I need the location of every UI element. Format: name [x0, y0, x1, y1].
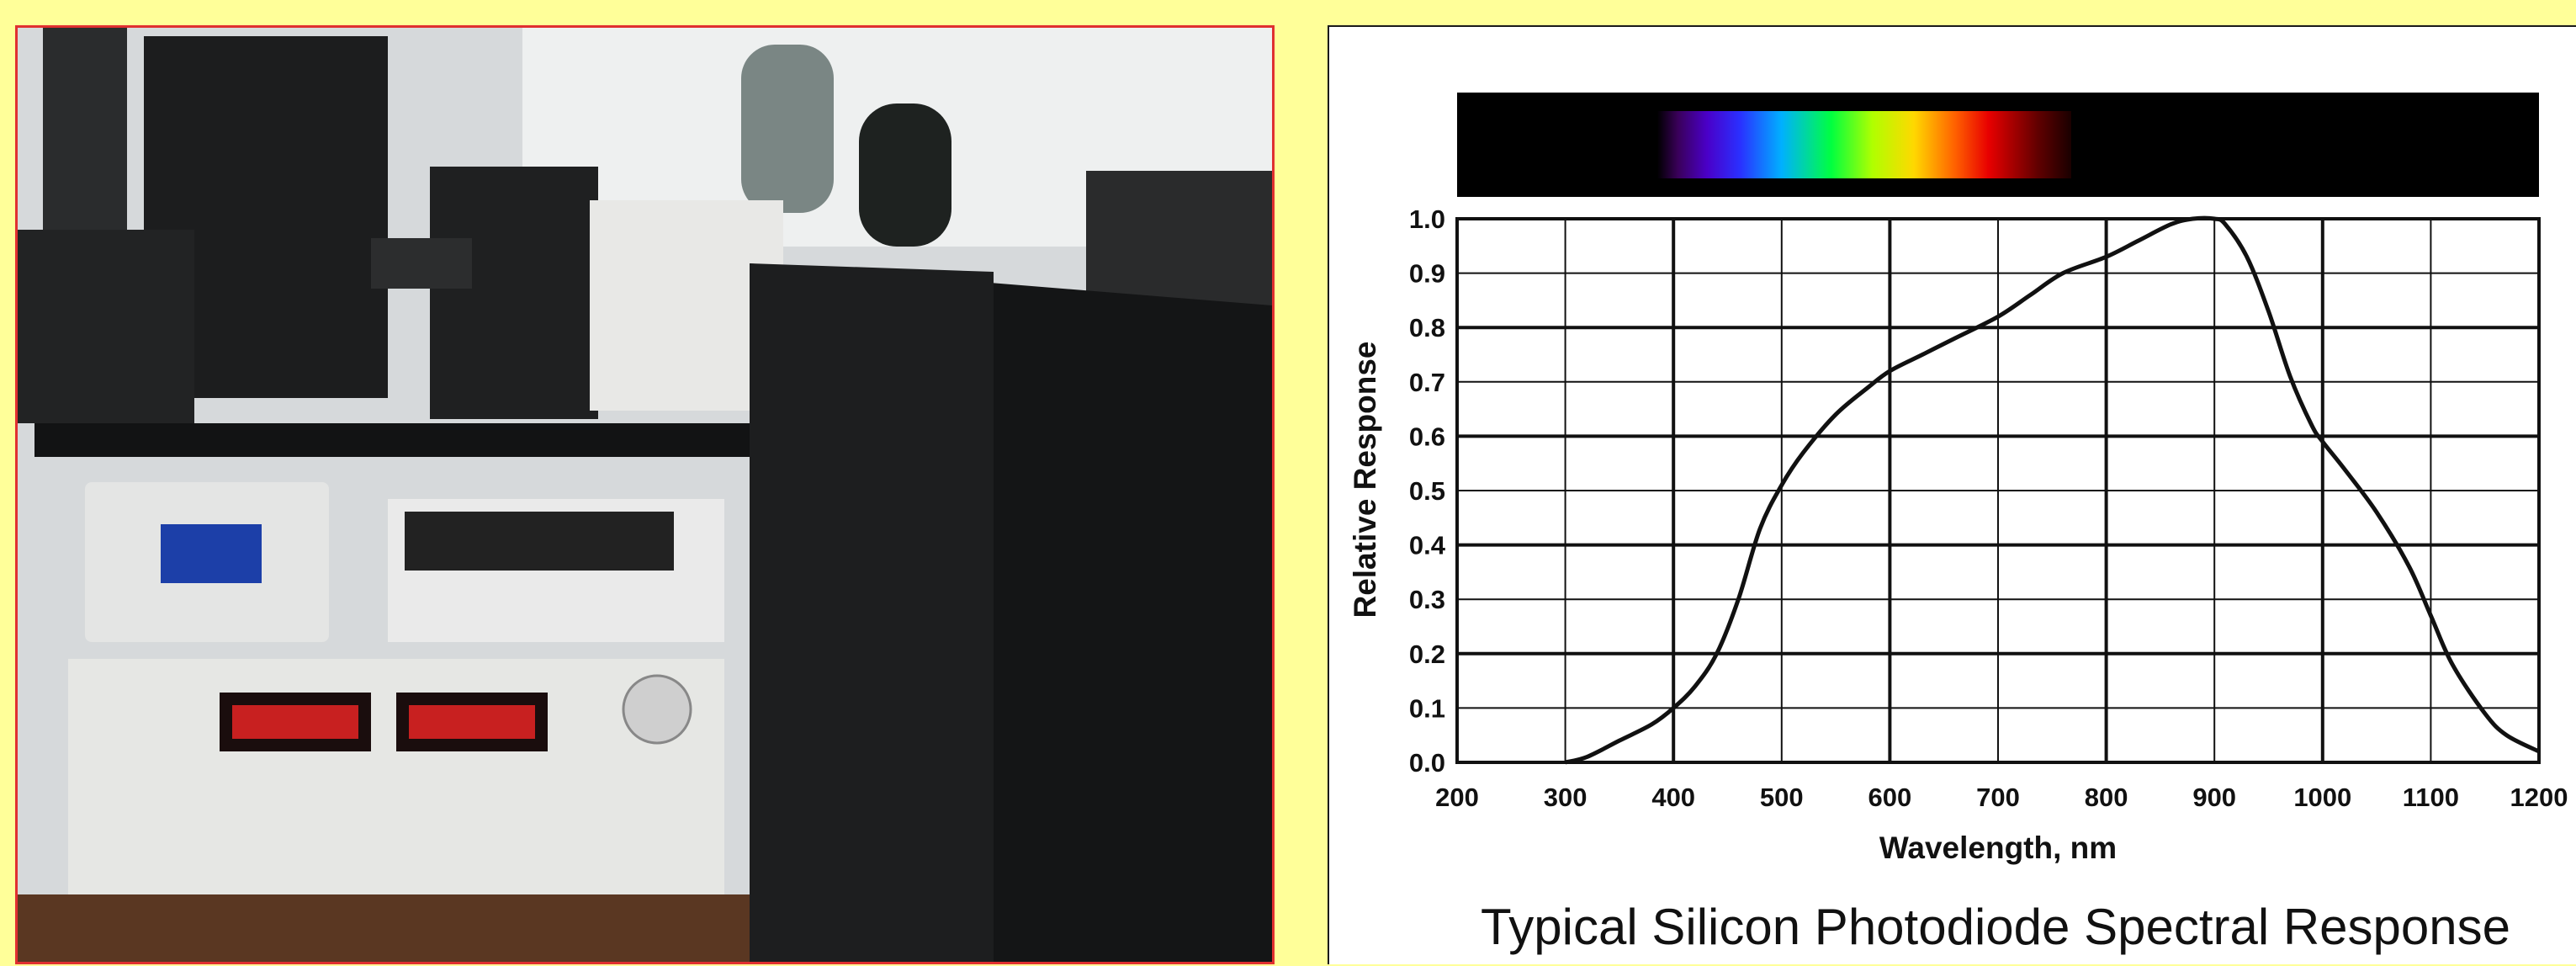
chart-title: Typical Silicon Photodiode Spectral Resp…	[1481, 899, 2510, 955]
chart-panel: 0.0 0.1 0.2 0.3 0.4 0.5 0.6 0.7 0.8 0.9 1.0 200 300…	[1328, 25, 2576, 964]
x-tick-label: 600	[1868, 783, 1912, 812]
lab-setup-photo	[15, 25, 1275, 964]
y-tick-label: 0.7	[1409, 368, 1445, 397]
y-tick-label: 0.6	[1409, 422, 1445, 451]
y-tick-label: 0.4	[1409, 531, 1446, 560]
response-curve	[1564, 215, 2541, 765]
y-axis-ticks: 0.0 0.1 0.2 0.3 0.4 0.5 0.6 0.7 0.8 0.9 1.0	[1409, 204, 1446, 778]
y-axis-label: Relative Response	[1348, 341, 1382, 618]
chart-grid	[1455, 217, 2541, 764]
visible-spectrum-gradient	[1657, 111, 2071, 178]
x-tick-label: 1200	[2510, 783, 2568, 812]
x-tick-label: 200	[1435, 783, 1479, 812]
y-tick-label: 0.9	[1409, 259, 1445, 289]
x-tick-label: 1000	[2293, 783, 2351, 812]
y-tick-label: 0.1	[1409, 693, 1445, 723]
y-tick-label: 0.2	[1409, 640, 1445, 669]
x-tick-label: 400	[1651, 783, 1695, 812]
lab-equipment-photo-icon	[18, 28, 1272, 962]
x-tick-label: 900	[2192, 783, 2236, 812]
y-tick-label: 0.8	[1409, 313, 1445, 342]
spectral-response-chart: 0.0 0.1 0.2 0.3 0.4 0.5 0.6 0.7 0.8 0.9 1.0 200 300…	[1348, 93, 2568, 955]
x-tick-label: 700	[1976, 783, 2020, 812]
y-tick-label: 0.3	[1409, 585, 1445, 614]
y-tick-label: 0.5	[1409, 476, 1445, 506]
x-tick-label: 300	[1544, 783, 1587, 812]
x-tick-label: 800	[2085, 783, 2128, 812]
x-tick-label: 500	[1760, 783, 1804, 812]
y-tick-label: 1.0	[1409, 204, 1445, 234]
x-axis-ticks: 200 300 400 500 600 700 800 900 1000 1100 1200	[1435, 783, 2568, 812]
x-tick-label: 1100	[2403, 783, 2459, 812]
y-tick-label: 0.0	[1409, 748, 1445, 778]
x-axis-label: Wavelength, nm	[1879, 831, 2117, 865]
